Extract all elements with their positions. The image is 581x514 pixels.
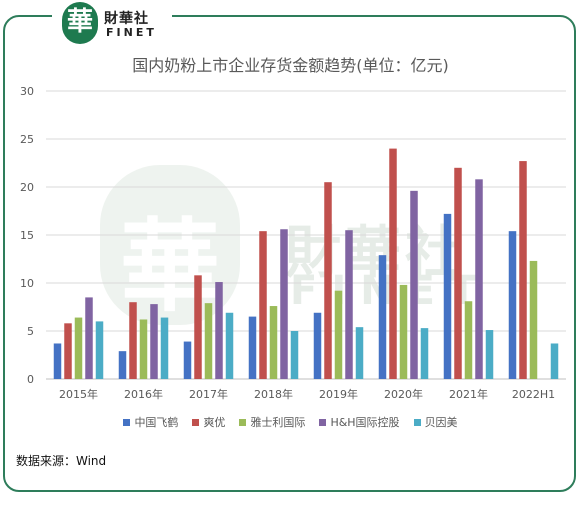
x-tick-label: 2015年 [59,387,98,401]
bar [324,182,332,379]
legend-item: 雅士利国际 [239,414,305,430]
bar [550,343,559,379]
bar [420,328,429,379]
y-tick-label: 10 [20,277,34,290]
legend-label: 中国飞鹤 [134,416,179,429]
bar [204,303,213,379]
bar [519,161,527,379]
bar [183,341,192,379]
bar [475,179,483,379]
y-tick-label: 0 [27,373,34,386]
bar [85,297,93,379]
bar [389,148,397,379]
chart-legend: 中国飞鹤 爽优 雅士利国际 H&H国际控股 贝因美 [0,414,581,430]
data-source: 数据来源：Wind [16,454,107,468]
x-tick-label: 2016年 [124,387,163,401]
logo-name-en: FINET [106,26,157,39]
bar [485,330,494,379]
legend-swatch [413,418,421,426]
bar [529,260,538,379]
bar [443,213,452,379]
bar [248,316,257,379]
x-tick-label: 2020年 [384,387,423,401]
bar [129,302,137,379]
legend-swatch [192,418,200,426]
bar [378,255,387,379]
bar [118,351,127,379]
bar [454,167,462,379]
bar [345,230,353,379]
finet-logo: 華 財華社 FINET [52,2,172,46]
legend-swatch [239,418,247,426]
legend-label: 贝因美 [424,416,458,429]
bar [225,312,234,379]
y-tick-label: 25 [20,133,34,146]
y-tick-label: 5 [27,325,34,338]
bar [150,304,158,379]
bar [464,301,473,379]
legend-item: 中国飞鹤 [123,414,178,430]
bar [215,282,223,379]
bar [508,231,517,379]
y-tick-label: 20 [20,181,34,194]
x-tick-label: 2019年 [319,387,358,401]
bar [95,321,104,379]
bar [399,284,408,379]
bar [410,190,418,379]
bar [280,229,288,379]
chart-title: 国内奶粉上市企业存货金额趋势(单位：亿元) [132,56,449,75]
legend-item: H&H国际控股 [319,414,400,430]
bar [74,317,83,379]
finet-logo-mark: 華 [62,2,98,44]
x-tick-label: 2022H1 [512,388,555,401]
bar [269,306,278,379]
logo-name-cn: 財華社 [104,11,149,27]
bar [139,319,148,379]
bar [64,323,72,379]
x-tick-label: 2018年 [254,387,293,401]
legend-label: 爽优 [203,416,226,429]
legend-item: 爽优 [192,414,225,430]
bar [194,275,202,379]
legend-swatch [319,418,327,426]
legend-swatch [123,418,131,426]
legend-item: 贝因美 [413,414,458,430]
x-tick-label: 2017年 [189,387,228,401]
x-tick-label: 2021年 [449,387,488,401]
bar [160,317,169,379]
bar [355,327,364,379]
legend-label: 雅士利国际 [250,416,306,429]
bar [334,290,343,379]
bar [259,231,267,379]
bar [53,343,62,379]
y-tick-label: 30 [20,85,34,98]
watermark-text-cn: 財華社 [285,221,465,286]
bar [313,312,322,379]
bar [290,331,299,379]
legend-label: H&H国际控股 [330,416,400,429]
y-tick-label: 15 [20,229,34,242]
